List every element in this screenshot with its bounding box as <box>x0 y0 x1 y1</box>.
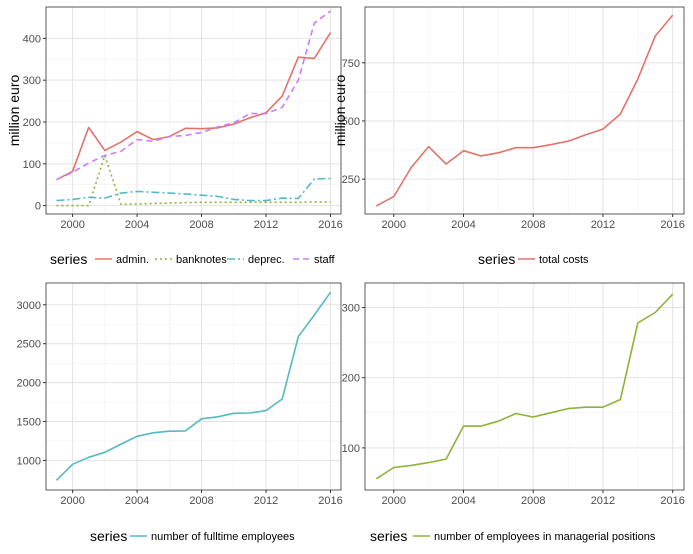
y-tick-label: 300 <box>23 75 41 87</box>
x-tick-label: 2008 <box>189 219 213 231</box>
chart-panel-2: 2000 2004 2008 2012 2016 250 500 750 million eur… <box>332 6 685 267</box>
legend-label: banknotes <box>176 254 227 266</box>
x-tick-label: 2016 <box>660 219 684 231</box>
legend-title: series <box>50 251 87 267</box>
x-tick-label: 2000 <box>382 219 406 231</box>
y-tick-label: 1500 <box>17 417 41 429</box>
y-tick-label: 3000 <box>17 300 41 312</box>
y-tick-label: 400 <box>23 33 41 45</box>
legend: series admin. banknotes deprec. staff <box>50 251 336 267</box>
legend-label: staff <box>314 254 336 266</box>
y-tick-label: 500 <box>342 116 360 128</box>
y-tick-label: 200 <box>23 117 41 129</box>
y-tick-label: 100 <box>342 443 360 455</box>
x-tick-label: 2016 <box>318 219 342 231</box>
series-line-banknotes <box>56 154 331 207</box>
x-tick-label: 2008 <box>521 219 545 231</box>
series-line-admin- <box>56 32 332 181</box>
x-tick-label: 2004 <box>125 495 149 507</box>
legend: series number of employees in managerial … <box>370 528 656 544</box>
y-tick-label: 2500 <box>17 339 41 351</box>
y-tick-label: 100 <box>23 159 41 171</box>
y-tick-label: 0 <box>35 201 41 213</box>
series-line-total-costs <box>375 14 674 207</box>
x-tick-label: 2004 <box>451 219 475 231</box>
panel-border <box>45 6 342 215</box>
legend-label: number of fulltime employees <box>151 531 295 543</box>
series-line-staff <box>56 10 331 181</box>
legend-label: total costs <box>539 254 589 266</box>
y-axis-label: million euro <box>6 74 22 146</box>
legend-label: admin. <box>116 254 149 266</box>
x-tick-label: 2004 <box>125 219 149 231</box>
panel-border <box>364 282 685 491</box>
x-tick-label: 2016 <box>660 495 684 507</box>
panel-border <box>45 282 342 491</box>
panel-border <box>364 6 685 215</box>
legend-title: series <box>370 528 407 544</box>
x-tick-label: 2012 <box>254 495 278 507</box>
y-axis-label: million euro <box>332 74 348 146</box>
series-line-number-of-employees-in-managerial-positions <box>375 293 674 480</box>
y-tick-label: 200 <box>342 373 360 385</box>
x-tick-label: 2012 <box>591 219 615 231</box>
x-tick-label: 2000 <box>382 495 406 507</box>
y-tick-label: 1000 <box>17 455 41 467</box>
x-tick-label: 2012 <box>591 495 615 507</box>
series-line-number-of-fulltime-employees <box>55 291 332 481</box>
chart-panel-3: 2000 2004 2008 2012 2016 1000 1500 2000 2500 3000… <box>17 282 343 544</box>
legend-label: deprec. <box>248 254 285 266</box>
x-tick-label: 2008 <box>521 495 545 507</box>
legend: series total costs <box>478 251 589 267</box>
chart-panel-1: 2000 2004 2008 2012 2016 0 100 200 300 400 million… <box>6 6 343 267</box>
y-tick-label: 250 <box>342 174 360 186</box>
y-tick-label: 300 <box>342 303 360 315</box>
x-tick-label: 2016 <box>318 495 342 507</box>
chart-panel-4: 2000 2004 2008 2012 2016 100 200 300 series numbe… <box>342 282 685 544</box>
legend-label: number of employees in managerial positi… <box>434 531 656 543</box>
legend-title: series <box>478 251 515 267</box>
x-tick-label: 2000 <box>60 219 84 231</box>
y-tick-label: 2000 <box>17 378 41 390</box>
x-tick-label: 2004 <box>451 495 475 507</box>
legend-title: series <box>90 528 127 544</box>
series-line-deprec- <box>56 177 331 202</box>
legend: series number of fulltime employees <box>90 528 295 544</box>
x-tick-label: 2000 <box>60 495 84 507</box>
y-tick-label: 750 <box>342 58 360 70</box>
x-tick-label: 2012 <box>254 219 278 231</box>
x-tick-label: 2008 <box>189 495 213 507</box>
